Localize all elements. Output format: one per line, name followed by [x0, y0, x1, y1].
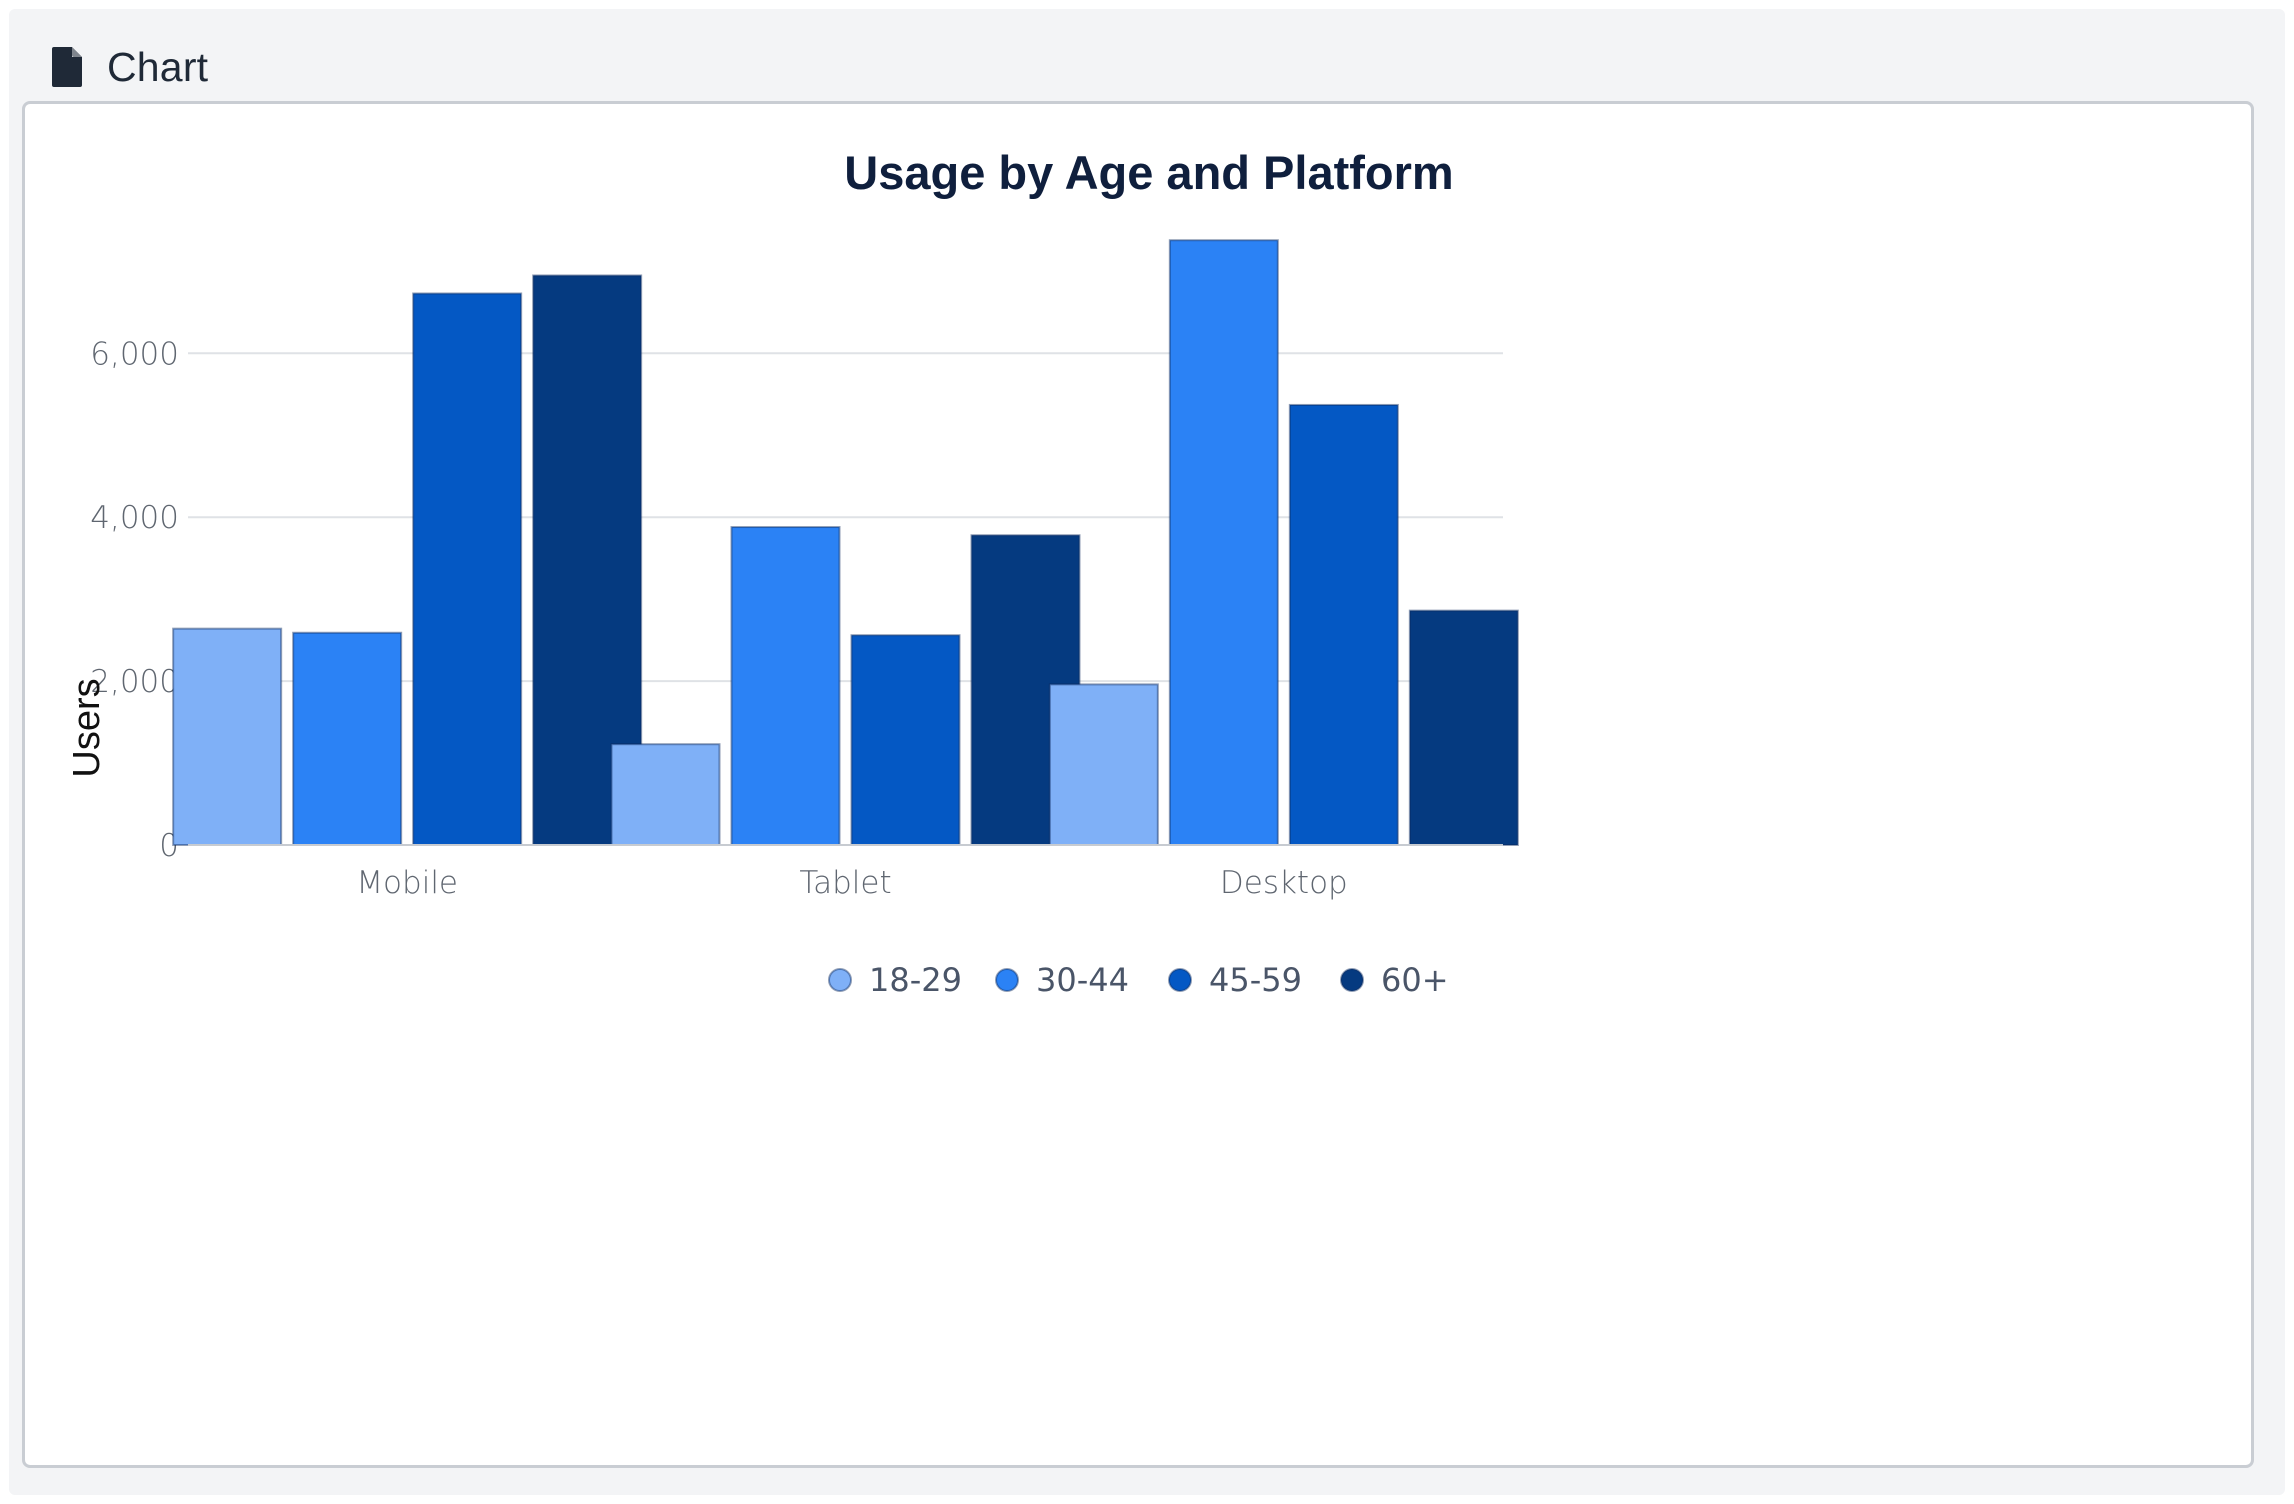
legend-item[interactable]: 30-44 [995, 961, 1129, 999]
y-tick-label: 6,000 [90, 336, 179, 372]
x-tick-label: Tablet [799, 865, 891, 901]
legend-label: 18-29 [869, 961, 962, 999]
bar-chart: Usage by Age and Platform 02,0004,0006,0… [66, 146, 1519, 999]
panel-title: Chart [107, 43, 209, 90]
legend-swatch [1340, 968, 1364, 992]
bar-30-44-Desktop[interactable] [1168, 239, 1279, 846]
y-tick-label: 2,000 [90, 664, 179, 700]
bar-18-29-Tablet[interactable] [610, 743, 721, 847]
bar-45-59-Tablet[interactable] [850, 634, 961, 847]
legend-swatch [995, 968, 1019, 992]
y-tick-label: 4,000 [90, 500, 179, 536]
bar-60+-Desktop[interactable] [1408, 609, 1519, 846]
legend-item[interactable]: 18-29 [828, 961, 962, 999]
x-tick-label: Mobile [356, 865, 458, 901]
legend-item[interactable]: 60+ [1340, 961, 1449, 999]
chart-card: Usage by Age and Platform 0 2,000 4,000 6,0… [22, 101, 2254, 1468]
file-icon [51, 45, 85, 89]
legend-item[interactable]: 45-59 [1168, 961, 1302, 999]
legend-label: 60+ [1381, 961, 1449, 999]
chart-title: Usage by Age and Platform [844, 146, 1453, 199]
legend-label: 30-44 [1036, 961, 1129, 999]
legend-swatch [828, 968, 852, 992]
axes: Mobile Tablet Desktop [188, 844, 1503, 901]
legend-label: 45-59 [1209, 961, 1302, 999]
bar-18-29-Desktop[interactable] [1048, 683, 1159, 847]
legend: 18-29 30-44 45-59 60+ [828, 961, 1449, 999]
bar-45-59-Mobile[interactable] [412, 292, 523, 846]
bar-45-59-Desktop[interactable] [1288, 403, 1399, 846]
legend-swatch [1168, 968, 1192, 992]
y-axis-label: Users [66, 678, 108, 777]
bars [172, 239, 1519, 847]
panel-header: Chart [51, 39, 208, 95]
bar-30-44-Mobile[interactable] [292, 631, 403, 846]
bar-18-29-Mobile[interactable] [172, 627, 283, 847]
bar-30-44-Tablet[interactable] [730, 526, 841, 846]
x-tick-label: Desktop [1220, 865, 1348, 901]
